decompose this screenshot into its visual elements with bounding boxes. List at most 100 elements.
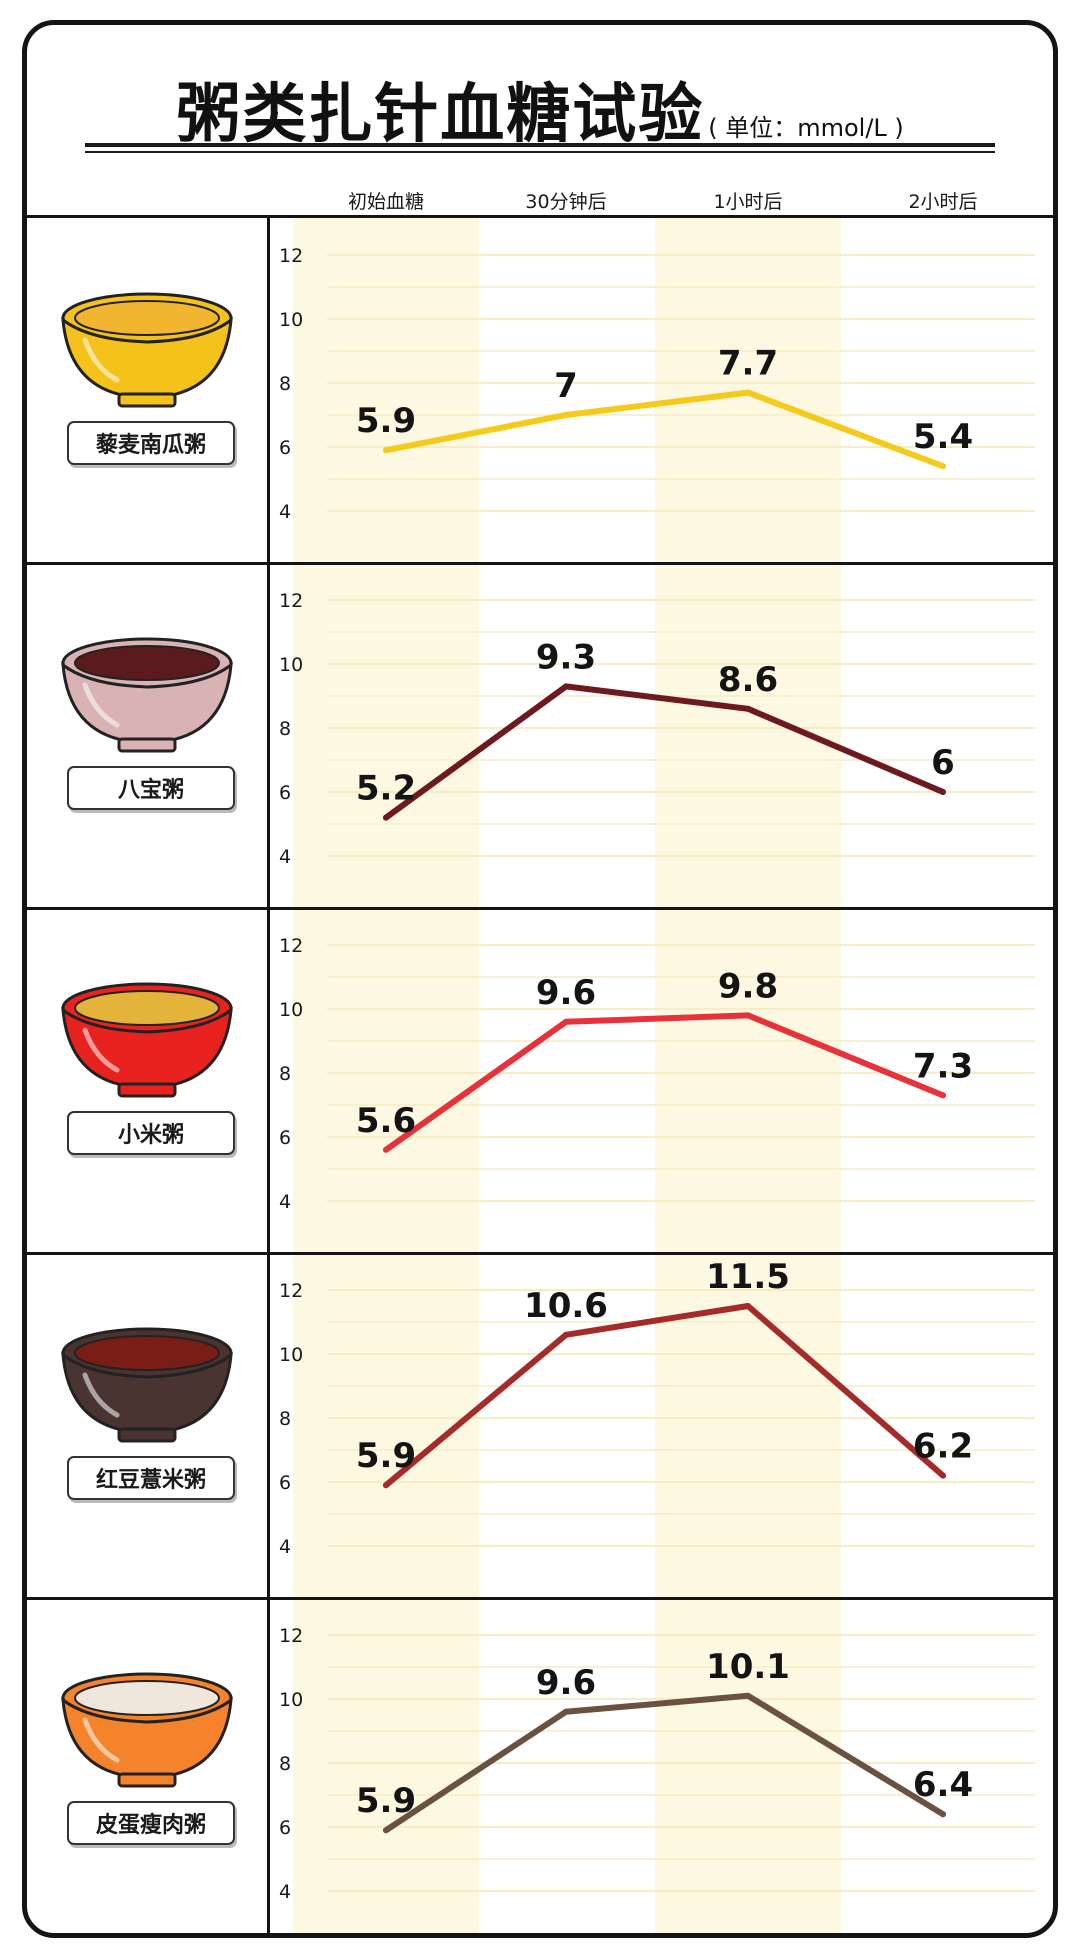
y-tick-label: 6 — [279, 782, 291, 804]
porridge-label: 红豆薏米粥 — [67, 1456, 235, 1500]
data-label: 9.8 — [718, 966, 778, 1006]
header-divider — [27, 215, 1053, 218]
data-point — [563, 1018, 569, 1025]
y-tick-label: 8 — [279, 1753, 291, 1775]
red-bean-coix-porridge-bowl-icon — [61, 1327, 233, 1443]
century-egg-pork-porridge-bowl-icon — [61, 1672, 233, 1788]
data-label: 8.6 — [718, 660, 778, 700]
data-label: 9.6 — [536, 1663, 596, 1703]
data-point — [940, 1811, 946, 1818]
bowl-body — [61, 1006, 233, 1088]
bowl-contents — [74, 990, 220, 1026]
y-tick-label: 10 — [279, 309, 303, 331]
data-label: 5.6 — [356, 1101, 416, 1141]
bowl-foot — [117, 392, 177, 408]
highlight-band-1 — [293, 218, 479, 1933]
bowl-sheen — [82, 1717, 120, 1763]
data-point — [563, 1331, 569, 1338]
y-tick-label: 12 — [279, 935, 303, 957]
bowl-body — [61, 661, 233, 743]
bowl-sheen — [82, 337, 120, 383]
unit-label: ( 单位：mmol/L ) — [708, 114, 904, 142]
bowl-sheen — [82, 1027, 120, 1073]
porridge-label: 藜麦南瓜粥 — [67, 421, 235, 465]
y-tick-label: 4 — [279, 846, 291, 868]
column-header-2h: 2小时后 — [908, 191, 978, 213]
y-tick-label: 6 — [279, 1127, 291, 1149]
data-label: 5.9 — [356, 401, 416, 441]
data-point — [745, 705, 751, 712]
data-point — [383, 447, 389, 454]
y-tick-label: 10 — [279, 1344, 303, 1366]
y-tick-label: 10 — [279, 654, 303, 676]
y-tick-label: 10 — [279, 999, 303, 1021]
y-tick-label: 6 — [279, 1817, 291, 1839]
series-line — [383, 389, 946, 470]
y-tick-label: 6 — [279, 437, 291, 459]
data-point — [940, 789, 946, 795]
data-point — [940, 1472, 946, 1479]
chart-canvas: 12 10 8 6 4 5.9 7 7.7 5.4 12 10 8 6 4 5.2 9.3 8.6 6 12 10 8 6… — [61, 218, 1035, 1933]
y-tick-label: 6 — [279, 1472, 291, 1494]
bowl-foot — [117, 737, 177, 753]
panel-2: 12 10 8 6 4 5.2 9.3 8.6 6 — [61, 590, 1035, 868]
data-label: 10.1 — [706, 1647, 790, 1687]
data-label: 7.7 — [718, 344, 778, 384]
bowl-foot — [117, 1427, 177, 1443]
data-label: 6 — [931, 743, 955, 783]
data-point — [383, 1482, 389, 1489]
y-tick-label: 8 — [279, 373, 291, 395]
data-point — [940, 463, 946, 470]
quinoa-pumpkin-porridge-bowl-icon — [61, 292, 233, 408]
y-tick-label: 10 — [279, 1689, 303, 1711]
data-point — [745, 1012, 751, 1019]
data-label: 5.9 — [356, 1781, 416, 1821]
label-column-divider — [267, 215, 270, 1933]
column-header-30min: 30分钟后 — [525, 191, 607, 213]
series-line — [383, 1012, 946, 1153]
data-label: 5.4 — [913, 417, 973, 457]
data-point — [563, 412, 569, 418]
data-point — [563, 1708, 569, 1715]
data-label: 6.4 — [913, 1765, 973, 1805]
data-label: 6.2 — [913, 1427, 973, 1467]
data-label: 7 — [554, 366, 578, 406]
data-label: 5.2 — [356, 769, 416, 809]
y-tick-label: 8 — [279, 718, 291, 740]
column-header-initial: 初始血糖 — [347, 191, 424, 213]
y-tick-label: 4 — [279, 1191, 291, 1213]
series-line — [383, 1303, 946, 1489]
panel-separator — [27, 1597, 1053, 1600]
data-label: 10.6 — [524, 1286, 608, 1326]
y-tick-label: 12 — [279, 590, 303, 612]
panel-1: 12 10 8 6 4 5.9 7 7.7 5.4 — [61, 245, 1035, 523]
y-tick-label: 4 — [279, 1536, 291, 1558]
y-tick-label: 8 — [279, 1063, 291, 1085]
y-tick-label: 12 — [279, 1280, 303, 1302]
data-point — [745, 1692, 751, 1699]
column-header-1h: 1小时后 — [713, 191, 783, 213]
header: 粥类扎针血糖试验( 单位：mmol/L ) — [27, 25, 1053, 197]
porridge-label: 皮蛋瘦肉粥 — [67, 1801, 235, 1845]
panel-4: 12 10 8 6 4 5.9 10.6 11.5 6.2 — [61, 1257, 1035, 1558]
bowl-body — [61, 1351, 233, 1433]
bowl-foot — [117, 1772, 177, 1788]
title-block: 粥类扎针血糖试验( 单位：mmol/L ) — [27, 63, 1053, 155]
bowl-contents — [74, 1680, 220, 1716]
porridge-label: 小米粥 — [67, 1111, 235, 1155]
data-label: 5.9 — [356, 1436, 416, 1476]
bowl-body — [61, 316, 233, 398]
panel-separator — [27, 1252, 1053, 1255]
title-underline-thin — [85, 151, 995, 153]
bowl-contents — [74, 300, 220, 336]
panel-3: 12 10 8 6 4 5.6 9.6 9.8 7.3 — [61, 935, 1035, 1213]
panel-5: 12 10 8 6 4 5.9 9.6 10.1 6.4 — [61, 1625, 1035, 1903]
bowl-sheen — [82, 1372, 120, 1418]
data-point — [745, 389, 751, 396]
porridge-label: 八宝粥 — [67, 766, 235, 810]
panel-separator — [27, 562, 1053, 565]
data-point — [745, 1303, 751, 1309]
infographic-frame: 12 10 8 6 4 5.9 7 7.7 5.4 12 10 8 6 4 5.2 9.3 8.6 6 12 10 8 6… — [22, 20, 1058, 1938]
bowl-body — [61, 1696, 233, 1778]
y-tick-label: 8 — [279, 1408, 291, 1430]
